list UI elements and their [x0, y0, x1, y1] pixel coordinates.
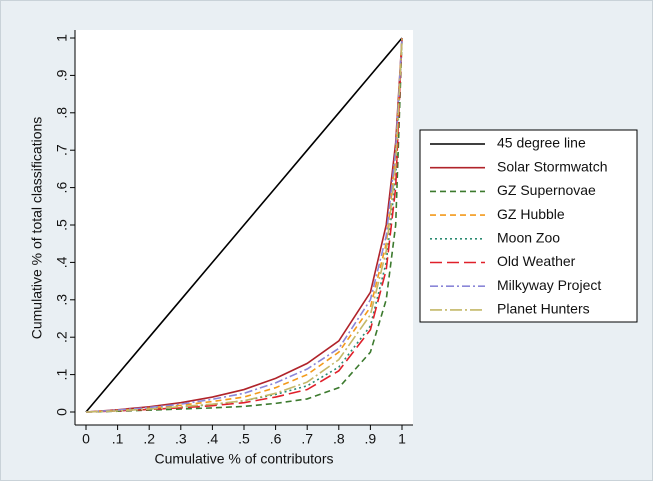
series-line [85, 37, 403, 413]
x-tick-label: 1 [398, 431, 406, 447]
y-tick-label: .6 [54, 182, 70, 194]
series-line [85, 37, 403, 413]
series-line [85, 37, 403, 413]
x-tick-label: .6 [270, 431, 282, 447]
y-tick-label: 1 [54, 34, 70, 42]
series-line [85, 37, 403, 413]
series-line [85, 37, 403, 413]
x-axis-title: Cumulative % of contributors [155, 451, 334, 467]
y-tick-label: .7 [54, 144, 70, 156]
series-line [85, 37, 403, 413]
y-tick-label: .9 [54, 69, 70, 81]
series-line [85, 37, 403, 413]
legend-label: Solar Stormwatch [497, 158, 607, 174]
y-tick-label: .3 [54, 294, 70, 306]
y-tick-label: .8 [54, 107, 70, 119]
y-tick-label: .1 [54, 369, 70, 381]
x-tick-label: .1 [112, 431, 124, 447]
legend-label: Old Weather [497, 253, 576, 269]
legend-label: Milkyway Project [497, 277, 601, 293]
legend-label: GZ Hubble [497, 206, 565, 222]
x-tick-label: .8 [333, 431, 345, 447]
x-tick-label: .5 [238, 431, 250, 447]
y-axis-title: Cumulative % of total classifications [29, 117, 45, 340]
legend-label: 45 degree line [497, 135, 586, 151]
legend [419, 129, 638, 323]
x-tick-label: .7 [301, 431, 313, 447]
legend-label: Moon Zoo [497, 230, 560, 246]
x-tick-label: 0 [82, 431, 90, 447]
y-tick-label: .2 [54, 331, 70, 343]
x-tick-label: .4 [207, 431, 219, 447]
y-tick-label: .5 [54, 219, 70, 231]
legend-label: Planet Hunters [497, 301, 590, 317]
y-tick-label: .4 [54, 256, 70, 268]
x-tick-label: .2 [143, 431, 155, 447]
x-tick-label: .3 [175, 431, 187, 447]
legend-label: GZ Supernovae [497, 182, 596, 198]
y-tick-label: 0 [54, 408, 70, 416]
x-tick-label: .9 [365, 431, 377, 447]
